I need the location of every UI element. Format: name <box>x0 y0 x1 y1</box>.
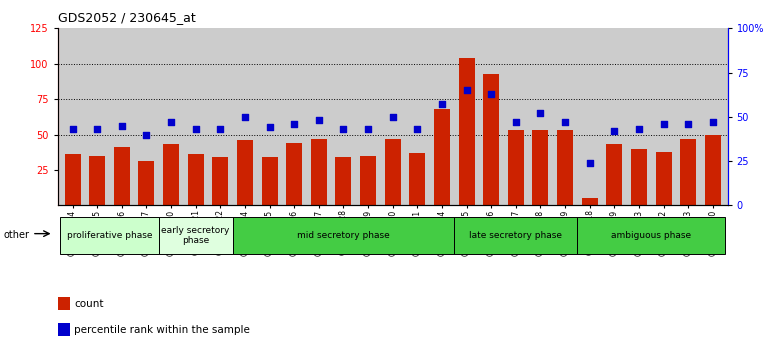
Text: count: count <box>75 298 104 309</box>
Bar <box>606 144 622 205</box>
Point <box>411 126 424 132</box>
Point <box>313 118 325 123</box>
Bar <box>60 217 159 254</box>
Bar <box>680 139 696 205</box>
Bar <box>336 157 351 205</box>
Bar <box>454 217 578 254</box>
Text: early secretory
phase: early secretory phase <box>162 226 230 245</box>
Bar <box>286 143 302 205</box>
Point <box>387 114 399 120</box>
Bar <box>262 157 277 205</box>
Text: late secretory phase: late secretory phase <box>470 231 562 240</box>
Point <box>140 132 152 137</box>
Point <box>633 126 645 132</box>
Point <box>658 121 670 127</box>
Text: GDS2052 / 230645_at: GDS2052 / 230645_at <box>58 11 196 24</box>
Point <box>214 126 226 132</box>
Text: ambiguous phase: ambiguous phase <box>611 231 691 240</box>
Bar <box>631 149 647 205</box>
Bar <box>65 154 81 205</box>
Text: percentile rank within the sample: percentile rank within the sample <box>75 325 250 335</box>
Bar <box>139 161 155 205</box>
Bar <box>705 135 721 205</box>
Text: proliferative phase: proliferative phase <box>67 231 152 240</box>
Bar <box>233 217 454 254</box>
Bar <box>578 217 725 254</box>
Point <box>66 126 79 132</box>
Point <box>337 126 350 132</box>
Bar <box>581 198 598 205</box>
Point <box>460 87 473 93</box>
Bar <box>58 323 70 336</box>
Bar <box>360 156 376 205</box>
Point <box>239 114 251 120</box>
Point <box>362 126 374 132</box>
Bar <box>508 130 524 205</box>
Text: mid secretory phase: mid secretory phase <box>297 231 390 240</box>
Bar <box>163 144 179 205</box>
Point <box>288 121 300 127</box>
Point <box>485 91 497 97</box>
Point <box>165 119 177 125</box>
Point <box>584 160 596 166</box>
Bar <box>533 130 548 205</box>
Point <box>707 119 719 125</box>
Point <box>608 128 621 134</box>
Point <box>116 123 128 129</box>
Bar <box>159 217 233 254</box>
Bar <box>385 139 400 205</box>
Point <box>189 126 202 132</box>
Point <box>534 110 547 116</box>
Point <box>682 121 695 127</box>
Bar <box>459 58 474 205</box>
Bar <box>484 74 499 205</box>
Bar <box>557 130 573 205</box>
Bar <box>655 152 671 205</box>
Text: other: other <box>4 230 30 240</box>
Bar <box>114 147 130 205</box>
Bar <box>434 109 450 205</box>
Point <box>510 119 522 125</box>
Bar <box>237 140 253 205</box>
Bar <box>410 153 425 205</box>
Bar <box>188 154 204 205</box>
Bar <box>213 157 228 205</box>
Point <box>559 119 571 125</box>
Bar <box>89 156 105 205</box>
Point <box>436 102 448 107</box>
Point <box>91 126 103 132</box>
Bar <box>311 139 326 205</box>
Point <box>263 125 276 130</box>
Bar <box>58 297 70 310</box>
